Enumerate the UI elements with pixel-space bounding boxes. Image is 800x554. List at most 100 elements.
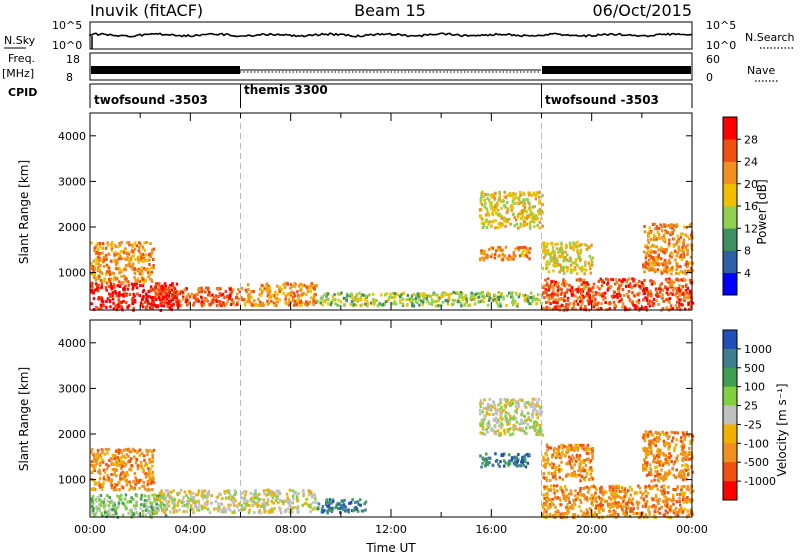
power-cell <box>653 261 657 265</box>
date-title: 06/Oct/2015 <box>592 1 692 20</box>
velocity-cell <box>109 507 112 511</box>
power-cell <box>390 295 394 299</box>
power-cell <box>657 255 660 259</box>
power-cell <box>623 306 627 310</box>
power-cell <box>115 294 119 298</box>
power-cell <box>392 291 395 295</box>
velocity-cell <box>271 491 274 495</box>
power-cell <box>589 267 592 271</box>
power-cell <box>606 281 610 285</box>
velocity-cell <box>650 442 653 446</box>
velocity-cell <box>645 468 648 472</box>
velocity-cell <box>659 461 663 465</box>
velocity-cell <box>616 495 619 499</box>
power-cell <box>167 302 171 305</box>
velocity-cell <box>259 511 262 515</box>
power-cell <box>652 302 656 306</box>
power-cell <box>308 287 311 291</box>
power-cell <box>93 249 96 253</box>
power-cell <box>92 259 96 263</box>
velocity-cell <box>330 506 333 510</box>
velocity-cell <box>521 460 524 464</box>
power-cell <box>653 250 656 254</box>
velocity-cell <box>363 502 366 506</box>
power-cell <box>490 253 494 257</box>
velocity-cell <box>97 507 100 511</box>
velocity-cell <box>555 484 559 488</box>
power-cell <box>503 218 506 222</box>
velocity-cell <box>118 495 122 498</box>
power-cell <box>674 293 677 297</box>
power-cell <box>682 277 685 281</box>
power-cell <box>487 299 491 302</box>
power-cell <box>658 287 661 291</box>
velocity-cell <box>225 489 229 493</box>
velocity-cell <box>637 511 641 515</box>
velocity-cell <box>141 509 145 513</box>
velocity-cell <box>153 496 156 500</box>
velocity-cell <box>135 478 138 482</box>
velocity-cell <box>576 492 580 496</box>
power-cell <box>248 295 251 299</box>
velocity-cell <box>577 514 580 518</box>
power-cell <box>494 299 498 303</box>
freq-band <box>91 66 240 74</box>
velocity-cell <box>159 496 162 500</box>
power-cell <box>613 290 617 294</box>
velocity-cell <box>664 509 668 513</box>
power-cell <box>142 247 145 251</box>
power-cell <box>147 275 150 279</box>
velocity-cell <box>505 399 509 403</box>
velocity-cell <box>169 510 172 514</box>
velocity-cell <box>168 496 171 500</box>
velocity-cell <box>617 484 621 488</box>
velocity-cell <box>122 448 126 452</box>
power-cell <box>118 266 121 270</box>
power-cell <box>122 287 125 291</box>
velocity-cell <box>535 412 538 416</box>
power-cell <box>523 216 527 220</box>
velocity-cell <box>309 503 313 507</box>
power-cell <box>675 268 678 272</box>
power-cell <box>493 297 497 301</box>
velocity-cell <box>98 468 101 472</box>
power-cell <box>105 305 108 309</box>
velocity-cell <box>285 492 289 496</box>
power-cell <box>683 225 686 229</box>
velocity-cell <box>479 454 482 458</box>
power-cell <box>162 297 165 301</box>
power-cell <box>689 291 692 295</box>
power-cell <box>678 298 681 302</box>
velocity-cell <box>146 506 150 510</box>
velocity-cell <box>655 470 659 474</box>
velocity-cell <box>659 472 662 476</box>
power-cell <box>667 307 671 311</box>
power-cell <box>506 210 509 214</box>
power-cell <box>643 225 646 228</box>
velocity-cell <box>194 503 197 507</box>
power-cell <box>99 303 103 307</box>
power-cell <box>493 252 497 256</box>
power-cell <box>684 289 688 293</box>
velocity-cell <box>559 499 562 502</box>
velocity-cell <box>487 420 491 424</box>
velocity-cell <box>669 454 673 458</box>
power-cell <box>484 220 488 224</box>
power-cell <box>177 299 181 303</box>
velocity-cell <box>610 498 613 502</box>
velocity-cell <box>356 500 360 504</box>
velocity-cell <box>495 420 499 424</box>
power-cell <box>327 302 330 306</box>
power-cell <box>170 304 173 308</box>
power-cell <box>473 294 476 298</box>
velocity-cell <box>680 485 684 489</box>
power-cell <box>619 299 622 303</box>
velocity-cell <box>135 494 138 498</box>
velocity-cell <box>520 460 523 464</box>
velocity-cell <box>203 489 207 493</box>
power-colorbar-tick-label: 28 <box>744 133 758 146</box>
power-cell <box>95 282 98 286</box>
power-cell <box>502 297 505 301</box>
power-cell <box>293 285 297 289</box>
velocity-cell <box>128 480 131 484</box>
